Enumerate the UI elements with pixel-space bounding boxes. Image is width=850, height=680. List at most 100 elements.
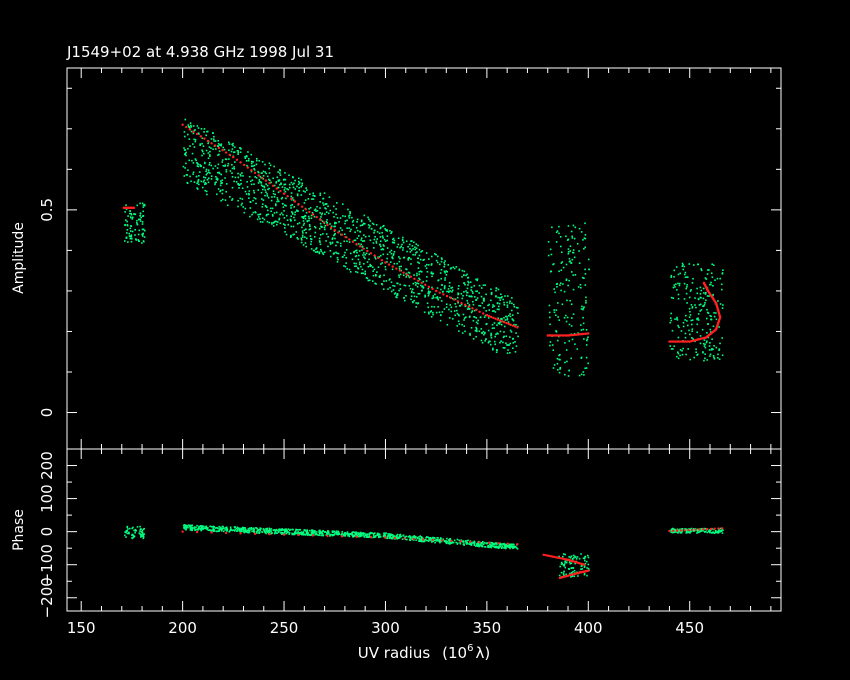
observed-point bbox=[370, 264, 373, 267]
observed-point bbox=[283, 204, 286, 207]
observed-point bbox=[492, 545, 495, 548]
observed-point bbox=[343, 265, 345, 267]
observed-point bbox=[418, 277, 420, 280]
observed-point bbox=[188, 138, 191, 140]
observed-point bbox=[442, 290, 444, 293]
observed-point bbox=[317, 534, 319, 537]
observed-point bbox=[567, 568, 570, 570]
observed-point bbox=[142, 233, 144, 235]
observed-point bbox=[393, 250, 396, 253]
observed-point bbox=[509, 315, 512, 318]
observed-point bbox=[374, 282, 376, 285]
observed-point bbox=[550, 270, 553, 273]
observed-point bbox=[477, 545, 479, 548]
observed-point bbox=[501, 545, 504, 548]
observed-point bbox=[419, 278, 421, 281]
observed-point bbox=[491, 323, 494, 326]
observed-point bbox=[476, 279, 479, 282]
observed-point bbox=[472, 337, 475, 340]
observed-point bbox=[202, 145, 205, 147]
observed-point bbox=[257, 213, 259, 216]
observed-point bbox=[427, 292, 429, 294]
observed-point bbox=[193, 129, 196, 132]
observed-point bbox=[200, 165, 203, 167]
observed-point bbox=[509, 543, 511, 546]
observed-point bbox=[285, 529, 288, 532]
x-tick-label: 200 bbox=[168, 619, 197, 637]
observed-point bbox=[334, 221, 336, 224]
observed-point bbox=[475, 326, 477, 329]
observed-point bbox=[419, 535, 422, 537]
observed-point bbox=[427, 294, 430, 297]
observed-point bbox=[275, 220, 278, 223]
observed-point bbox=[316, 205, 318, 208]
observed-point bbox=[512, 337, 515, 340]
observed-point bbox=[426, 276, 428, 278]
observed-point bbox=[572, 567, 574, 569]
observed-point bbox=[357, 258, 360, 261]
observed-point bbox=[312, 192, 315, 195]
observed-point bbox=[267, 213, 270, 216]
observed-point bbox=[202, 528, 204, 531]
observed-point bbox=[237, 528, 239, 531]
observed-point bbox=[463, 274, 465, 277]
observed-point bbox=[587, 563, 590, 566]
observed-point bbox=[495, 287, 498, 289]
observed-point bbox=[425, 536, 428, 538]
observed-point bbox=[500, 293, 502, 296]
observed-point bbox=[703, 305, 705, 307]
observed-point bbox=[348, 268, 351, 271]
observed-point bbox=[253, 169, 256, 171]
observed-point bbox=[702, 529, 705, 532]
observed-point bbox=[345, 533, 347, 535]
observed-point bbox=[139, 533, 142, 536]
observed-point bbox=[423, 258, 425, 261]
phase-x-ticks bbox=[80, 449, 772, 611]
observed-point bbox=[455, 541, 457, 544]
observed-point bbox=[260, 191, 263, 194]
observed-point bbox=[199, 144, 201, 146]
observed-point bbox=[268, 187, 270, 190]
observed-point bbox=[458, 285, 460, 287]
observed-point bbox=[192, 143, 194, 145]
observed-point bbox=[321, 220, 324, 222]
observed-point bbox=[555, 241, 558, 243]
observed-point bbox=[702, 305, 704, 307]
observed-point bbox=[697, 298, 700, 301]
observed-point bbox=[267, 530, 270, 533]
observed-point bbox=[427, 306, 429, 309]
observed-point bbox=[205, 149, 208, 152]
x-tick-label: 300 bbox=[371, 619, 400, 637]
observed-point bbox=[463, 325, 466, 327]
observed-point bbox=[559, 367, 562, 369]
observed-point bbox=[345, 262, 347, 264]
observed-point bbox=[325, 233, 328, 235]
observed-point bbox=[683, 298, 686, 300]
observed-point bbox=[283, 217, 286, 219]
observed-point bbox=[238, 528, 241, 531]
observed-point bbox=[320, 534, 323, 537]
observed-point bbox=[300, 185, 302, 188]
observed-point bbox=[203, 179, 206, 182]
model-point bbox=[322, 221, 326, 224]
observed-point bbox=[368, 235, 370, 238]
observed-point bbox=[291, 533, 294, 536]
observed-point bbox=[196, 188, 199, 190]
observed-point bbox=[352, 531, 355, 533]
observed-point bbox=[713, 311, 715, 314]
observed-point bbox=[251, 530, 253, 533]
observed-point bbox=[268, 179, 271, 182]
observed-point bbox=[473, 309, 476, 312]
observed-point bbox=[414, 248, 417, 251]
observed-point bbox=[232, 142, 234, 145]
model-point bbox=[487, 314, 491, 318]
observed-point bbox=[324, 224, 327, 227]
observed-point bbox=[281, 528, 283, 530]
observed-point bbox=[322, 204, 325, 206]
observed-point bbox=[506, 344, 508, 346]
observed-point bbox=[683, 282, 686, 285]
observed-point bbox=[359, 532, 362, 535]
observed-point bbox=[416, 274, 418, 277]
observed-point bbox=[493, 305, 496, 307]
observed-point bbox=[389, 230, 391, 232]
